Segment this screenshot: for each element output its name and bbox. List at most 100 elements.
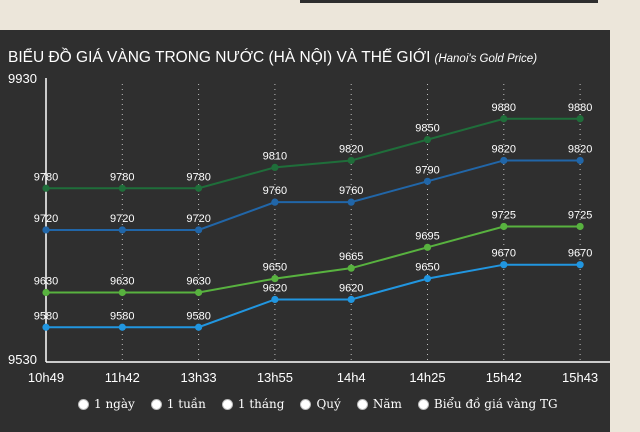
data-label: 9780	[110, 171, 134, 183]
data-point	[195, 184, 203, 192]
chart-title: BIỂU ĐỒ GIÁ VÀNG TRONG NƯỚC (HÀ NỘI) VÀ …	[8, 49, 537, 67]
range-option[interactable]: Quý	[300, 397, 341, 411]
data-point	[118, 288, 126, 297]
data-point	[271, 275, 279, 283]
range-option[interactable]: 1 tháng	[221, 397, 285, 411]
range-option[interactable]: Biểu đồ giá vàng TG	[417, 397, 558, 411]
y-tick-label: 9530	[8, 352, 37, 367]
data-label: 9720	[110, 213, 134, 225]
data-point	[500, 222, 508, 231]
chart-subtitle: (Hanoi's Gold Price)	[434, 53, 538, 65]
data-label: 9665	[339, 251, 363, 263]
data-point	[118, 323, 126, 331]
data-label: 9780	[186, 171, 210, 183]
data-point	[500, 156, 508, 165]
radio-button[interactable]	[150, 398, 162, 410]
data-point	[118, 226, 126, 234]
data-point	[576, 261, 584, 269]
data-point	[42, 184, 50, 192]
y-tick-label: 9930	[8, 71, 37, 86]
page-margin	[610, 30, 640, 432]
radio-button[interactable]	[356, 398, 368, 410]
data-label: 9695	[415, 230, 439, 242]
range-option-label: 1 ngày	[94, 397, 135, 411]
data-point	[195, 288, 203, 297]
data-point	[423, 136, 432, 144]
x-tick-label: 14h25	[409, 370, 445, 385]
range-option-label: Biểu đồ giá vàng TG	[433, 397, 558, 411]
data-point	[195, 323, 203, 331]
data-label: 9650	[415, 262, 439, 274]
series-line	[46, 117, 581, 190]
range-option[interactable]: Năm	[356, 397, 402, 411]
range-option-label: Quý	[316, 397, 341, 411]
data-point	[271, 198, 279, 206]
data-point	[423, 243, 432, 251]
data-label: 9780	[34, 171, 58, 183]
data-point	[500, 261, 508, 269]
data-label: 9850	[415, 123, 439, 135]
data-label: 9630	[34, 276, 58, 288]
data-label: 9810	[263, 150, 287, 162]
range-option-label: Năm	[372, 397, 402, 411]
data-point	[271, 295, 279, 304]
data-label: 9630	[186, 276, 210, 288]
data-label: 9760	[339, 185, 363, 197]
range-option[interactable]: 1 tuần	[150, 397, 206, 411]
radio-button[interactable]	[300, 398, 312, 410]
series-line	[46, 159, 581, 231]
chart-title-text: BIỂU ĐỒ GIÁ VÀNG TRONG NƯỚC (HÀ NỘI) VÀ …	[8, 49, 431, 66]
data-label: 9650	[263, 262, 287, 274]
data-point	[195, 226, 203, 234]
data-label: 9790	[415, 164, 439, 176]
data-point	[347, 264, 355, 272]
data-label: 9720	[186, 213, 210, 225]
data-label: 9880	[568, 102, 592, 114]
x-tick-label: 15h43	[562, 370, 598, 385]
series-line	[46, 225, 581, 294]
top-strip	[0, 0, 640, 28]
series-line	[46, 263, 581, 329]
data-point	[42, 323, 50, 331]
range-option-label: 1 tháng	[237, 397, 285, 411]
data-label: 9760	[263, 185, 287, 197]
data-point	[576, 115, 584, 123]
data-label: 9720	[34, 213, 58, 225]
radio-button[interactable]	[221, 398, 233, 410]
data-label: 9670	[492, 248, 516, 260]
x-tick-label: 15h42	[486, 370, 522, 385]
data-point	[271, 163, 279, 171]
data-label: 9725	[568, 209, 592, 221]
range-option-label: 1 tuần	[166, 397, 206, 411]
radio-button[interactable]	[78, 398, 89, 410]
data-point	[347, 156, 355, 165]
data-point	[42, 226, 50, 234]
chart-panel	[0, 30, 610, 432]
data-point	[347, 295, 355, 304]
x-tick-label: 10h49	[28, 370, 64, 385]
range-option[interactable]: 1 ngày	[78, 397, 135, 411]
data-point	[118, 184, 126, 192]
x-tick-label: 13h33	[181, 370, 217, 385]
data-point	[576, 222, 584, 231]
x-tick-label: 13h55	[257, 370, 293, 385]
data-label: 9670	[568, 248, 592, 260]
data-point	[423, 177, 432, 185]
data-label: 9620	[339, 282, 363, 294]
x-tick-label: 11h42	[105, 370, 140, 385]
data-point	[500, 115, 508, 123]
data-label: 9725	[492, 209, 516, 221]
data-label: 9620	[263, 282, 287, 294]
radio-button[interactable]	[417, 398, 429, 410]
data-label: 9580	[110, 310, 134, 322]
data-label: 9580	[34, 310, 58, 322]
range-selector: 1 ngày 1 tuần 1 tháng Quý Năm Biểu đồ giá vàn…	[78, 394, 558, 414]
top-divider-bar	[300, 0, 598, 3]
data-point	[423, 275, 432, 283]
data-label: 9820	[492, 143, 516, 155]
data-label: 9820	[339, 143, 363, 155]
data-point	[42, 288, 50, 297]
data-point	[347, 198, 355, 206]
